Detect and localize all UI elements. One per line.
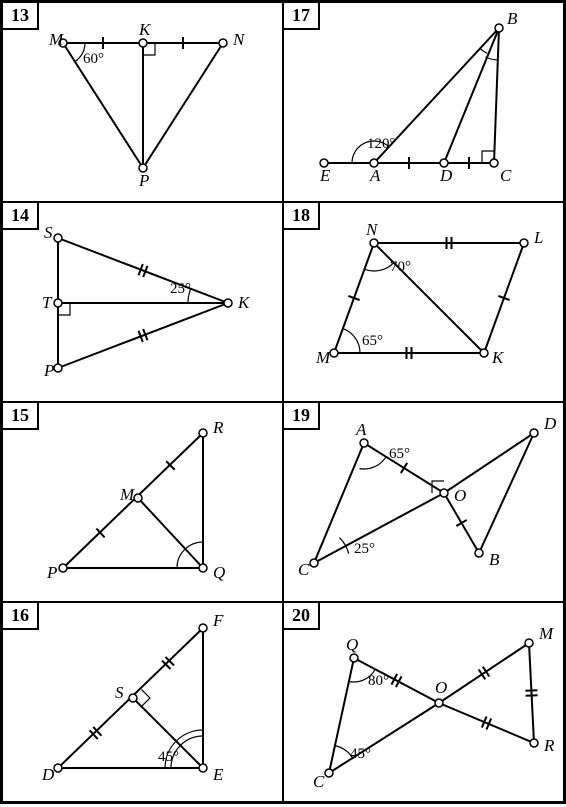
problem-cell: 19 65° 25° A D O C B <box>283 402 564 602</box>
svg-text:D: D <box>41 765 55 784</box>
svg-text:65°: 65° <box>362 333 383 349</box>
problem-number: 13 <box>3 3 39 30</box>
svg-text:L: L <box>533 228 543 247</box>
problem-number: 17 <box>284 3 320 30</box>
problem-number: 14 <box>3 203 39 230</box>
svg-text:C: C <box>313 772 325 791</box>
svg-text:Q: Q <box>213 563 225 582</box>
svg-text:80°: 80° <box>368 673 389 689</box>
svg-text:M: M <box>315 348 331 367</box>
svg-text:25°: 25° <box>354 541 375 557</box>
problem-cell: 14 25° S T P K <box>2 202 283 402</box>
svg-text:D: D <box>439 166 453 185</box>
problem-cell: 20 80° 45° Q M O C R <box>283 602 564 802</box>
problem-number: 19 <box>284 403 320 430</box>
geometry-figure: 25° S T P K <box>3 203 283 402</box>
geometry-figure: 70° 65° N L K M <box>284 203 564 402</box>
svg-text:P: P <box>43 361 54 380</box>
svg-text:M: M <box>119 485 135 504</box>
problem-number: 18 <box>284 203 320 230</box>
svg-text:O: O <box>435 678 447 697</box>
svg-text:D: D <box>543 414 557 433</box>
svg-text:120°: 120° <box>367 136 396 152</box>
svg-text:E: E <box>212 765 224 784</box>
svg-text:F: F <box>212 611 224 630</box>
problem-cell: 15 R M P Q <box>2 402 283 602</box>
geometry-figure: 80° 45° Q M O C R <box>284 603 564 802</box>
problem-number: 15 <box>3 403 39 430</box>
worksheet-page: 13 60° M K N P 17 120° E A D C B 14 25° S T P K 18 70° 65° N L K… <box>0 0 566 804</box>
svg-text:R: R <box>543 736 555 755</box>
svg-text:65°: 65° <box>389 446 410 462</box>
problem-number: 16 <box>3 603 39 630</box>
svg-text:C: C <box>298 560 310 579</box>
geometry-figure: 45°FSDE <box>3 603 283 802</box>
svg-text:25°: 25° <box>170 281 191 297</box>
svg-text:R: R <box>212 418 224 437</box>
problem-number: 20 <box>284 603 320 630</box>
svg-text:S: S <box>44 223 53 242</box>
svg-text:60°: 60° <box>83 51 104 67</box>
svg-text:B: B <box>507 9 518 28</box>
svg-text:B: B <box>489 550 500 569</box>
geometry-figure: 120° E A D C B <box>284 3 564 202</box>
svg-text:T: T <box>42 293 53 312</box>
svg-text:A: A <box>369 166 381 185</box>
geometry-figure: 60° M K N P <box>3 3 283 202</box>
svg-text:45°: 45° <box>350 746 371 762</box>
svg-text:M: M <box>48 30 64 49</box>
svg-text:70°: 70° <box>390 259 411 275</box>
svg-text:K: K <box>237 293 251 312</box>
svg-text:S: S <box>115 683 124 702</box>
svg-text:P: P <box>138 171 149 190</box>
svg-text:M: M <box>538 624 554 643</box>
svg-text:N: N <box>232 30 246 49</box>
problem-cell: 18 70° 65° N L K M <box>283 202 564 402</box>
svg-text:O: O <box>454 486 466 505</box>
svg-text:Q: Q <box>346 635 358 654</box>
svg-text:P: P <box>46 563 57 582</box>
svg-text:K: K <box>138 20 152 39</box>
svg-text:A: A <box>355 420 367 439</box>
geometry-figure: R M P Q <box>3 403 283 602</box>
problem-cell: 1645°FSDE <box>2 602 283 802</box>
svg-text:N: N <box>365 220 379 239</box>
svg-text:E: E <box>319 166 331 185</box>
geometry-figure: 65° 25° A D O C B <box>284 403 564 602</box>
problem-cell: 13 60° M K N P <box>2 2 283 202</box>
svg-text:K: K <box>491 348 505 367</box>
svg-text:C: C <box>500 166 512 185</box>
problem-cell: 17 120° E A D C B <box>283 2 564 202</box>
